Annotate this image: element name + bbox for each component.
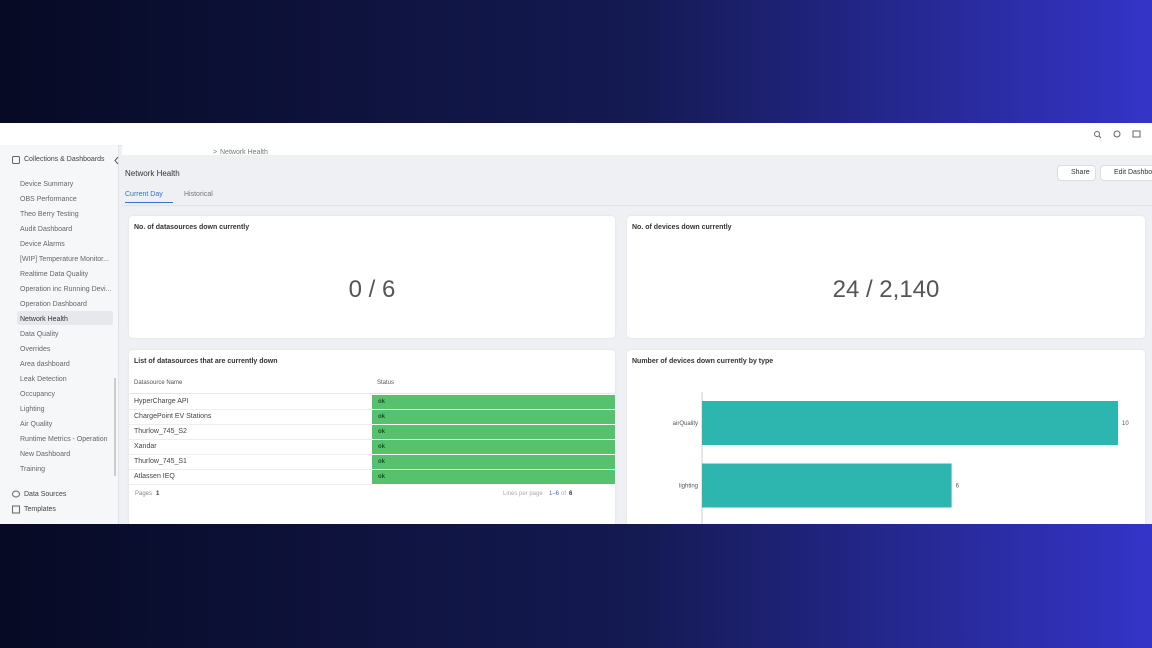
sidebar-active-bg — [17, 311, 113, 325]
header-line — [129, 393, 615, 394]
chart-title: Number of devices down currently by type — [632, 358, 774, 365]
collapse-icon[interactable] — [114, 157, 119, 164]
tab[interactable]: Historical — [184, 191, 213, 198]
top-icons[interactable] — [1092, 129, 1144, 139]
status-text: ok — [378, 444, 386, 450]
row-line — [129, 454, 372, 455]
status-text: ok — [378, 399, 386, 405]
breadcrumb-bar — [122, 145, 1152, 155]
datasource-name: ChargePoint EV Stations — [134, 413, 212, 420]
value-label: 10 — [1122, 421, 1129, 427]
status-cell — [372, 425, 615, 439]
of: of — [561, 491, 567, 497]
row-line — [129, 439, 372, 440]
column-header: Datasource Name — [134, 380, 183, 386]
sidebar-item[interactable]: Overrides — [20, 346, 51, 353]
range: 1–6 — [549, 491, 560, 497]
bar — [702, 463, 952, 508]
sidebar-item[interactable]: Leak Detection — [20, 376, 67, 383]
column-header: Status — [377, 380, 395, 386]
sidebar-header[interactable]: Collections & Dashboards — [24, 156, 105, 163]
sidebar-item[interactable]: Air Quality — [20, 421, 53, 428]
datasource-name: Thurlow_745_S1 — [134, 458, 187, 465]
category-label: airQuality — [673, 421, 698, 427]
chart-card: Number of devices down currently by type… — [627, 350, 1145, 524]
category-label: lighting — [679, 484, 698, 490]
datasource-name: HyperCharge API — [134, 398, 189, 405]
page-title: Network Health — [125, 169, 180, 178]
sidebar-item[interactable]: Area dashboard — [20, 361, 70, 368]
status-cell — [372, 470, 615, 484]
big-number: 24 / 2,140 — [832, 276, 940, 303]
divider — [122, 205, 1152, 206]
sidebar-item[interactable]: Network Health — [20, 316, 68, 323]
card: No. of devices down currently 24 / 2,140 — [627, 216, 1145, 338]
sidebar-footer-item[interactable]: Data Sources — [24, 491, 67, 498]
sidebar-item[interactable]: Lighting — [20, 406, 45, 413]
card-title: List of datasources that are currently d… — [134, 358, 278, 365]
sidebar-item[interactable]: Occupancy — [20, 391, 56, 398]
status-text: ok — [378, 429, 386, 435]
share-button[interactable]: Share — [1057, 165, 1096, 181]
sidebar-item[interactable]: [WIP] Temperature Monitor... — [20, 256, 109, 263]
chart: airQuality 10 lighting 6 — [673, 392, 1129, 524]
card: No. of datasources down currently 0 / 6 — [129, 216, 615, 338]
sidebar-item[interactable]: Audit Dashboard — [20, 226, 73, 233]
row-line — [129, 484, 372, 485]
sidebar-item[interactable]: OBS Performance — [20, 196, 77, 203]
tab-underline — [125, 202, 173, 203]
bar — [702, 401, 1118, 445]
status-cell — [372, 410, 615, 424]
status-cell — [372, 440, 615, 454]
tab-active[interactable]: Current Day — [125, 191, 163, 198]
scrollbar — [114, 378, 116, 476]
pages-label: Pages — [135, 491, 153, 497]
edit-button[interactable]: Edit Dashboard — [1100, 165, 1152, 181]
datasource-name: Thurlow_745_S2 — [134, 428, 187, 435]
sidebar-item[interactable]: Operation inc Running Devi... — [20, 286, 112, 293]
sidebar-item[interactable]: New Dashboard — [20, 451, 71, 458]
datasource-name: Atlassen IEQ — [134, 473, 175, 480]
status-text: ok — [378, 414, 386, 420]
row-line — [129, 424, 372, 425]
status-cell — [372, 395, 615, 409]
app-window: Collections & Dashboards Data Sources Te… — [0, 123, 1152, 524]
sidebar-item[interactable]: Training — [20, 466, 46, 473]
status-text: ok — [378, 459, 386, 465]
row-line — [129, 469, 372, 470]
top-bar — [0, 123, 1152, 146]
sidebar-item[interactable]: Operation Dashboard — [20, 301, 87, 308]
sidebar-item[interactable]: Device Summary — [20, 181, 74, 188]
sidebar: Collections & Dashboards Data Sources Te… — [0, 145, 119, 524]
sidebar-item[interactable]: Device Alarms — [20, 241, 65, 248]
total: 6 — [569, 491, 573, 497]
breadcrumb-sep: > — [213, 149, 218, 156]
breadcrumb[interactable]: Network Health — [220, 149, 268, 156]
row-line — [129, 409, 372, 410]
pages: 1 — [156, 491, 160, 497]
datasource-name: Xandar — [134, 443, 157, 450]
big-number: 0 / 6 — [348, 276, 396, 303]
sidebar-item[interactable]: Realtime Data Quality — [20, 271, 89, 278]
status-cell — [372, 455, 615, 469]
card-title: No. of devices down currently — [632, 224, 732, 231]
footer-icons — [12, 490, 20, 514]
table-card: List of datasources that are currently d… — [129, 350, 615, 524]
status-text: ok — [378, 474, 386, 480]
sidebar-item[interactable]: Data Quality — [20, 331, 59, 338]
collections-icon — [12, 156, 20, 164]
sidebar-item[interactable]: Runtime Metrics - Operation — [20, 436, 108, 443]
sidebar-footer-item[interactable]: Templates — [24, 506, 56, 513]
lines-label: Lines per page — [503, 491, 543, 497]
value-label: 6 — [956, 484, 960, 490]
sidebar-item[interactable]: Theo Berry Testing — [20, 211, 79, 218]
card-title: No. of datasources down currently — [134, 224, 250, 231]
